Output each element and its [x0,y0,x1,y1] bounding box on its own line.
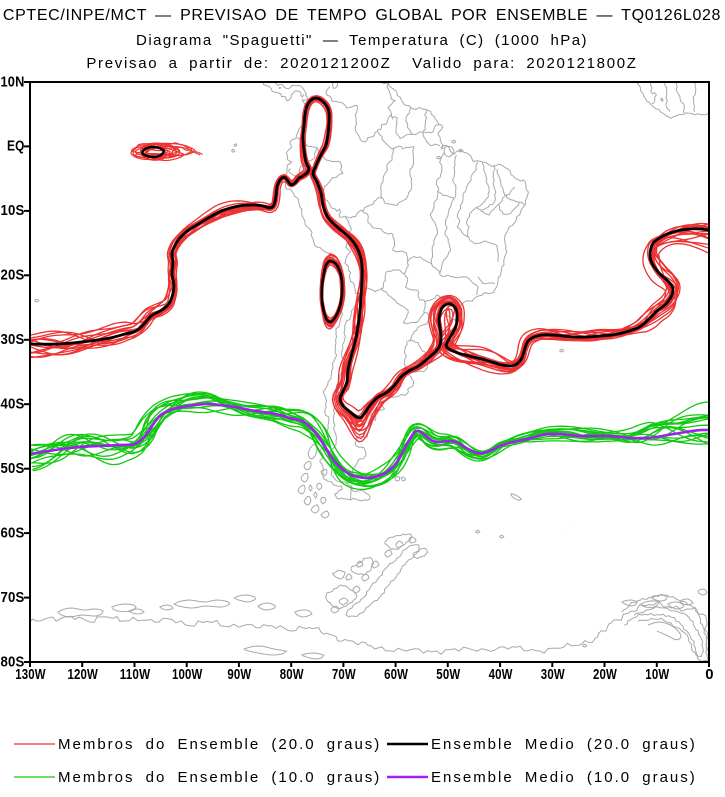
svg-text:130W: 130W [15,667,46,683]
svg-text:40W: 40W [489,667,513,683]
svg-text:Membros do Ensemble (10.0 grau: Membros do Ensemble (10.0 graus) [58,769,381,786]
svg-text:110W: 110W [120,667,151,683]
svg-text:40S: 40S [1,397,25,413]
svg-text:70S: 70S [1,590,25,606]
svg-text:20W: 20W [593,667,617,683]
svg-text:120W: 120W [67,667,98,683]
svg-text:30S: 30S [1,332,25,348]
svg-text:Ensemble Medio (20.0 graus): Ensemble Medio (20.0 graus) [431,736,697,753]
svg-text:10S: 10S [1,203,25,219]
svg-text:0: 0 [705,667,714,683]
svg-text:80W: 80W [280,667,304,683]
svg-text:50W: 50W [436,667,460,683]
svg-text:10W: 10W [645,667,669,683]
svg-text:100W: 100W [172,667,203,683]
svg-text:CPTEC/INPE/MCT — PREVISAO DE T: CPTEC/INPE/MCT — PREVISAO DE TEMPO GLOBA… [3,7,721,24]
svg-text:Membros do Ensemble (20.0 grau: Membros do Ensemble (20.0 graus) [58,736,381,753]
svg-text:10N: 10N [1,74,25,90]
svg-text:EQ: EQ [7,139,25,155]
svg-text:90W: 90W [227,667,251,683]
svg-text:60W: 60W [384,667,408,683]
svg-text:50S: 50S [1,461,25,477]
svg-text:80S: 80S [1,654,25,670]
svg-text:20S: 20S [1,268,25,284]
svg-text:Diagrama "Spaguetti" — Tempera: Diagrama "Spaguetti" — Temperatura (C) (… [136,32,588,49]
svg-text:30W: 30W [541,667,565,683]
svg-text:Previsao a partir de: 20201212: Previsao a partir de: 2020121200Z Valido… [86,55,637,72]
svg-text:70W: 70W [332,667,356,683]
svg-text:Ensemble Medio (10.0 graus): Ensemble Medio (10.0 graus) [431,769,697,786]
svg-text:60S: 60S [1,525,25,541]
